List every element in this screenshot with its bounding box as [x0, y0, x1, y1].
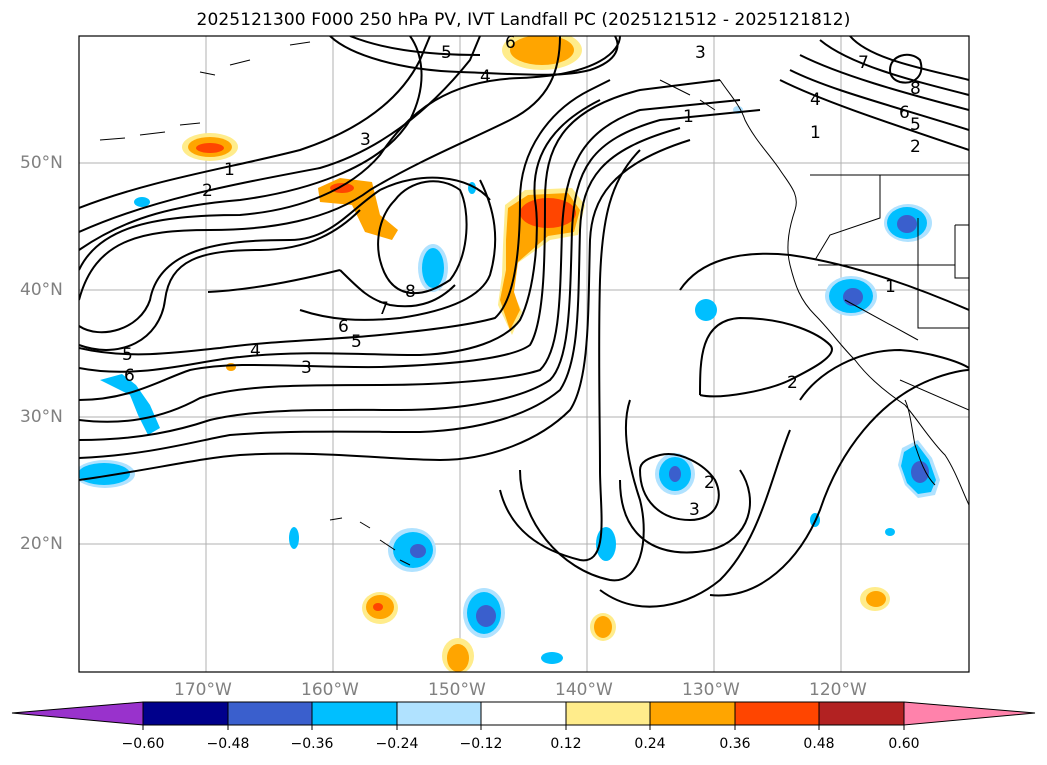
- lat-label: 40°N: [20, 280, 63, 300]
- colorbar-tick-label: −0.48: [206, 736, 250, 752]
- colorbar-segment: [142, 701, 229, 726]
- colorbar: [11, 701, 1036, 726]
- colorbar-tick-label: −0.24: [375, 736, 419, 752]
- lon-label: 130°W: [682, 680, 740, 700]
- contour-label: 4: [480, 67, 491, 87]
- colorbar-segment: [818, 701, 905, 726]
- contour-label: 6: [505, 33, 516, 53]
- contour-label: 5: [351, 332, 362, 352]
- contour-label: 5: [910, 115, 921, 135]
- contour-label: 3: [360, 130, 371, 150]
- lon-label: 120°W: [809, 680, 867, 700]
- colorbar-over-arrow: [903, 701, 1036, 726]
- coastlines: [99, 41, 969, 566]
- colorbar-tick-label: 0.60: [888, 736, 920, 752]
- colorbar-segment: [227, 701, 313, 726]
- contour-labels: 5 6 4 3 1 2 3 7 8 7 6 5 4 3 5 6 4 1 2 6 …: [122, 33, 921, 520]
- lon-label: 140°W: [555, 680, 613, 700]
- contour-label: 1: [224, 160, 235, 180]
- map-title: 2025121300 F000 250 hPa PV, IVT Landfall…: [196, 10, 851, 30]
- colorbar-ticks: [142, 725, 905, 730]
- colorbar-tick-label: 0.12: [550, 736, 582, 752]
- contour-label: 1: [683, 107, 694, 127]
- colorbar-tick-label: 0.24: [634, 736, 666, 752]
- contour-label: 6: [124, 366, 135, 386]
- colorbar-segment: [396, 701, 482, 726]
- colorbar-segment: [480, 701, 567, 726]
- colorbar-segment: [311, 701, 398, 726]
- contour-label: 4: [250, 341, 261, 361]
- contour-label: 2: [202, 181, 213, 201]
- contour-label: 8: [910, 79, 921, 99]
- lon-label: 160°W: [301, 680, 359, 700]
- contour-label: 8: [405, 282, 416, 302]
- lat-label: 20°N: [20, 534, 63, 554]
- colorbar-tick-label: 0.48: [803, 736, 835, 752]
- pv-contours: [79, 36, 969, 608]
- colorbar-segment: [649, 701, 736, 726]
- contour-label: 6: [899, 103, 910, 123]
- colorbar-tick-label: −0.36: [290, 736, 334, 752]
- map-border: [78, 35, 970, 673]
- contour-label: 7: [858, 53, 869, 73]
- contour-label: 5: [441, 43, 452, 63]
- colorbar-segment: [565, 701, 651, 726]
- gridlines: [79, 36, 969, 672]
- lon-label: 170°W: [174, 680, 232, 700]
- colorbar-tick-label: −0.12: [459, 736, 503, 752]
- contour-label: 1: [885, 277, 896, 297]
- pv-cool-anomalies: [79, 106, 940, 664]
- contour-label: 6: [338, 317, 349, 337]
- contour-label: 1: [810, 123, 821, 143]
- colorbar-under-arrow: [11, 701, 144, 726]
- contour-label: 3: [301, 358, 312, 378]
- colorbar-tick-label: −0.60: [121, 736, 165, 752]
- lat-label: 50°N: [20, 153, 63, 173]
- contour-label: 7: [378, 299, 389, 319]
- colorbar-tick-label: 0.36: [719, 736, 751, 752]
- contour-label: 2: [787, 373, 798, 393]
- contour-label: 3: [689, 500, 700, 520]
- contour-label: 4: [810, 90, 821, 110]
- map-area: [79, 36, 969, 672]
- colorbar-segment: [734, 701, 820, 726]
- lat-label: 30°N: [20, 407, 63, 427]
- contour-label: 3: [695, 43, 706, 63]
- lon-label: 150°W: [428, 680, 486, 700]
- contour-label: 2: [910, 137, 921, 157]
- contour-label: 5: [122, 345, 133, 365]
- contour-label: 2: [704, 473, 715, 493]
